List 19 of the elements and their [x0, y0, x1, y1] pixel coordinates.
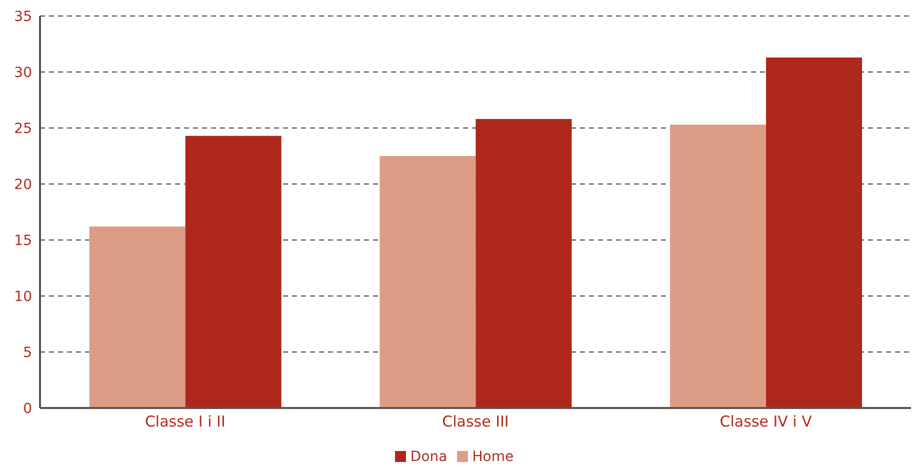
y-tick-label: 0 [23, 400, 32, 417]
x-tick-label: Classe I i II [144, 412, 226, 431]
legend-label: Dona [410, 449, 448, 465]
legend-label: Home [472, 449, 514, 465]
y-tick-label: 35 [14, 8, 32, 25]
y-tick-label: 10 [14, 288, 32, 305]
bar [89, 226, 186, 408]
bar [476, 119, 572, 408]
y-tick-label: 20 [14, 176, 32, 193]
y-tick-label: 30 [14, 64, 32, 81]
y-tick-label: 5 [23, 344, 32, 361]
y-tick-label: 15 [14, 232, 32, 249]
bar [766, 57, 862, 408]
bar [670, 124, 766, 408]
bar [185, 136, 282, 408]
x-tick-label: Classe III [442, 412, 509, 431]
bar [380, 156, 476, 408]
x-tick-label: Classe IV i V [720, 412, 813, 431]
y-tick-label: 25 [14, 120, 32, 137]
